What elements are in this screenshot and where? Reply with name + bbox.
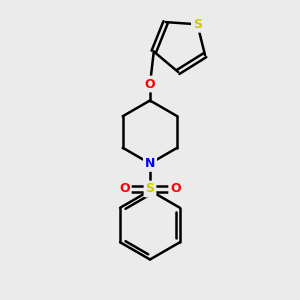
Text: S: S — [193, 18, 202, 31]
Text: S: S — [146, 182, 154, 196]
Text: N: N — [145, 157, 155, 170]
Text: O: O — [145, 77, 155, 91]
Text: O: O — [119, 182, 130, 196]
Text: O: O — [170, 182, 181, 196]
